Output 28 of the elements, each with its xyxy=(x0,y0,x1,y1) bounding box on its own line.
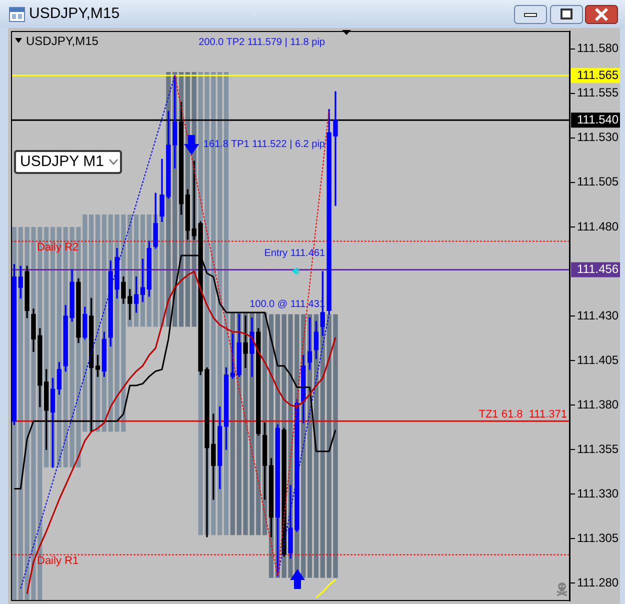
y-tick-label: 111.565 xyxy=(577,68,619,82)
bar xyxy=(95,214,100,432)
y-tick-label: 111.555 xyxy=(577,86,619,100)
ref-line-label: TZ1 61.8 111.371 xyxy=(478,408,567,421)
dropdown: USDJPY M1 xyxy=(14,150,122,174)
y-tick-label: 111.530 xyxy=(577,130,619,144)
annotation: USDJPY M1 xyxy=(20,153,104,171)
y-tick-label: 111.480 xyxy=(577,219,619,234)
annotation: 161.8 TP1 111.522 | 6.2 pip xyxy=(203,139,325,151)
y-tick-label: 111.380 xyxy=(577,397,619,412)
annotation: 200.0 TP2 111.579 | 11.8 pip xyxy=(198,37,325,49)
y-tick-label: 111.580 xyxy=(577,41,619,56)
candlestick xyxy=(243,316,248,368)
ref-line-label: Daily R2 xyxy=(37,242,79,254)
y-tick-label: 111.430 xyxy=(577,308,619,322)
chart-subtitle: USDJPY,M15 xyxy=(26,34,98,48)
annotation: Entry 111.461 xyxy=(264,248,325,260)
y-tick-label: 111.405 xyxy=(577,352,619,367)
ref-line-label: Daily R1 xyxy=(37,555,79,568)
y-tick-label: 111.355 xyxy=(577,442,619,456)
y-tick-label: 111.540 xyxy=(577,112,619,126)
y-tick-label: 111.456 xyxy=(577,262,619,276)
y-tick-label: 111.280 xyxy=(577,576,619,590)
chart-title: USDJPY,M15 xyxy=(29,5,120,23)
y-tick-label: 111.505 xyxy=(577,174,619,189)
y-tick-label: 111.330 xyxy=(577,486,619,500)
y-tick-label: 111.305 xyxy=(577,530,619,545)
line-series xyxy=(20,75,176,590)
